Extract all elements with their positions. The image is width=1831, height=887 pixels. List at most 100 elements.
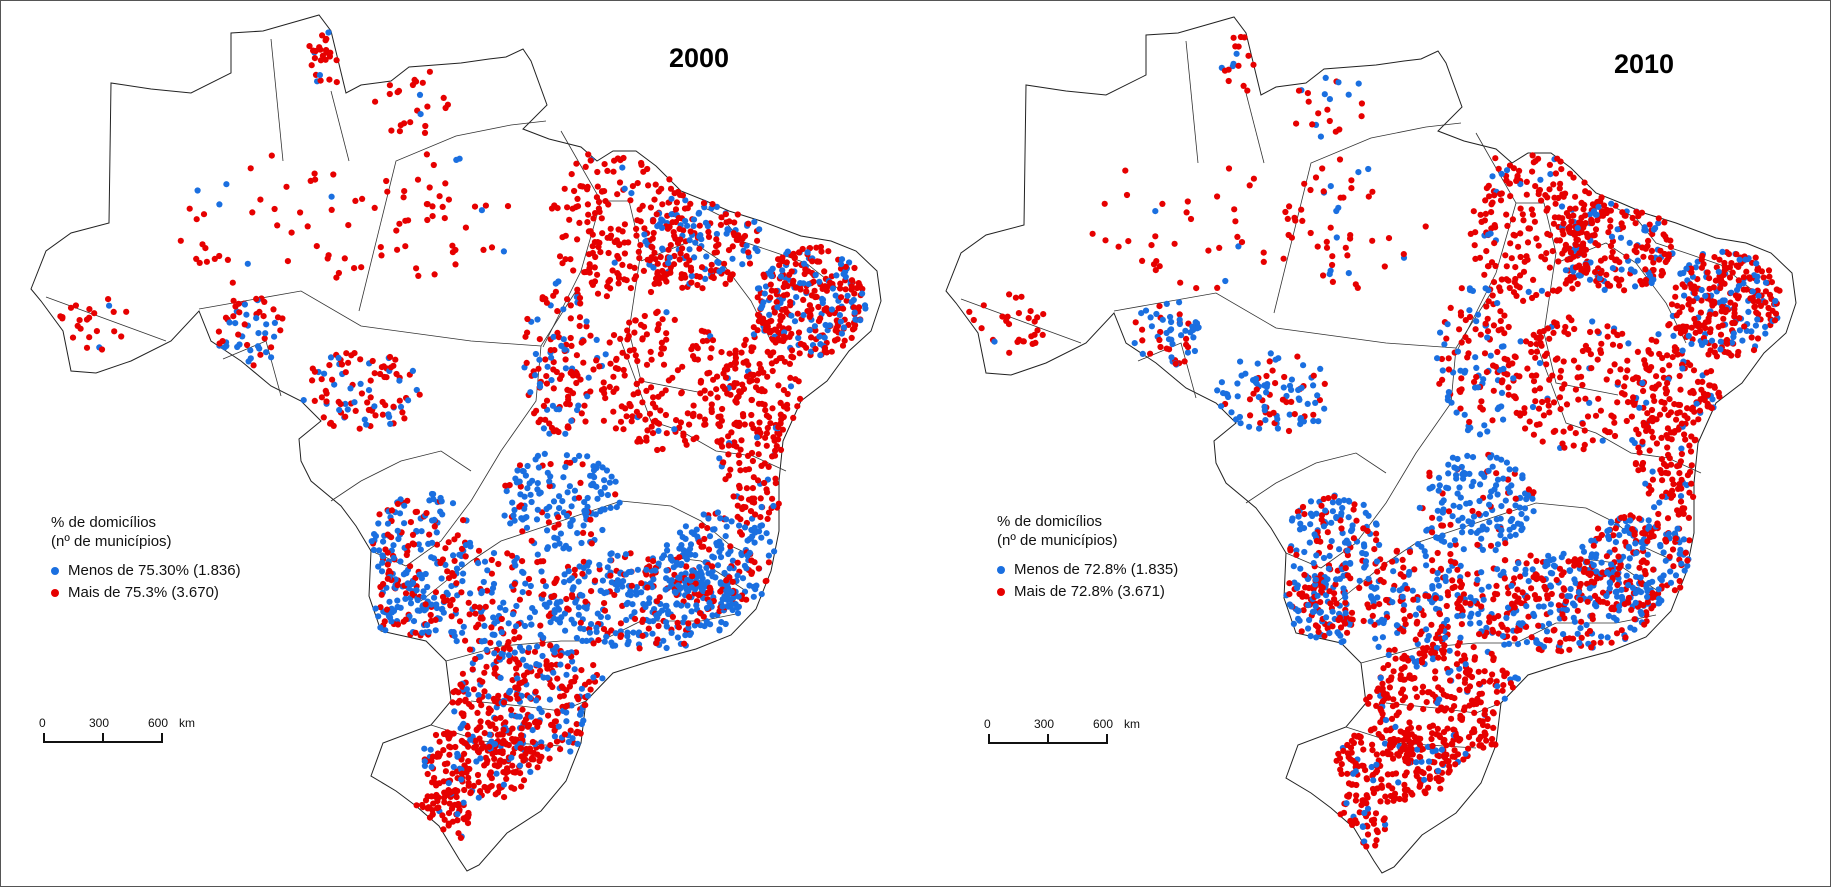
municipality-dot: [768, 360, 776, 367]
municipality-dot: [763, 412, 771, 419]
municipality-dot: [567, 256, 574, 263]
municipality-dot: [792, 376, 799, 383]
municipality-dot: [518, 732, 525, 739]
municipality-dot: [1605, 612, 1612, 620]
municipality-dot: [754, 327, 761, 334]
municipality-dot: [1572, 241, 1580, 249]
municipality-dot: [351, 265, 358, 272]
municipality-dot: [575, 578, 582, 585]
municipality-dot: [1452, 761, 1459, 768]
municipality-dot: [471, 603, 478, 610]
municipality-dot: [421, 762, 428, 770]
municipality-dot: [544, 544, 552, 551]
municipality-dot: [1594, 217, 1601, 224]
municipality-dot: [215, 328, 222, 335]
municipality-dot: [654, 446, 661, 454]
municipality-dot: [371, 403, 378, 410]
municipality-dot: [657, 351, 665, 358]
municipality-dot: [641, 323, 648, 330]
municipality-dot: [567, 369, 574, 377]
municipality-dot: [751, 218, 758, 225]
municipality-dot: [761, 290, 768, 297]
municipality-dot: [673, 199, 681, 206]
municipality-dot: [542, 356, 549, 363]
municipality-dot: [701, 535, 708, 543]
municipality-dot: [726, 350, 733, 357]
municipality-dot: [546, 478, 553, 485]
municipality-dot: [723, 516, 730, 523]
municipality-dot: [519, 706, 526, 713]
municipality-dot: [1329, 261, 1336, 269]
municipality-dot: [1589, 616, 1596, 623]
municipality-dot: [607, 360, 614, 367]
municipality-dot: [597, 489, 604, 496]
state-border: [370, 345, 542, 567]
municipality-dot: [701, 421, 708, 428]
municipality-dot: [1562, 598, 1570, 605]
municipality-dot: [1247, 412, 1254, 419]
municipality-dot: [1673, 416, 1680, 423]
municipality-dot: [562, 463, 569, 471]
municipality-dot: [1480, 678, 1487, 685]
municipality-dot: [1332, 581, 1339, 588]
municipality-dot: [726, 565, 733, 572]
municipality-dot: [401, 415, 408, 422]
municipality-dot: [593, 194, 601, 201]
municipality-dot: [733, 236, 740, 243]
municipality-dot: [1373, 530, 1380, 537]
scale-bar: 0 300 600 km: [39, 716, 211, 746]
municipality-dot: [518, 783, 525, 790]
municipality-dot: [448, 613, 455, 620]
municipality-dot: [511, 628, 518, 635]
municipality-dot: [1376, 541, 1383, 549]
municipality-dot: [780, 292, 788, 299]
municipality-dot: [1426, 723, 1433, 731]
state-border: [1113, 292, 1492, 349]
municipality-dot: [589, 231, 596, 238]
municipality-dot: [792, 260, 799, 268]
municipality-dot: [702, 275, 709, 282]
municipality-dot: [384, 575, 391, 582]
municipality-dot: [475, 547, 483, 554]
municipality-dot: [322, 37, 329, 44]
municipality-dot: [1458, 657, 1465, 664]
municipality-dot: [455, 689, 462, 696]
municipality-dot: [630, 346, 637, 353]
municipality-dot: [221, 344, 228, 351]
municipality-dot: [576, 294, 584, 302]
municipality-dot: [717, 221, 725, 228]
municipality-dot: [429, 539, 436, 546]
municipality-dot: [424, 201, 431, 208]
municipality-dot: [633, 584, 641, 591]
municipality-dot: [779, 258, 786, 265]
municipality-dot: [1325, 565, 1332, 572]
municipality-dot: [750, 331, 758, 338]
municipality-dot: [507, 520, 514, 527]
municipality-dot: [1526, 418, 1533, 425]
municipality-dot: [779, 426, 787, 433]
municipality-dot: [624, 641, 631, 648]
municipality-dot: [575, 494, 583, 501]
municipality-dot: [1457, 405, 1464, 412]
municipality-dot: [1246, 423, 1253, 430]
municipality-dot: [564, 423, 572, 430]
municipality-dot: [1453, 472, 1460, 479]
municipality-dot: [1423, 527, 1430, 534]
municipality-dot: [486, 705, 493, 712]
municipality-dot: [648, 243, 655, 250]
municipality-dot: [1508, 255, 1515, 262]
municipality-dot: [791, 255, 798, 262]
municipality-dot: [1517, 205, 1524, 212]
municipality-dot: [531, 410, 538, 417]
municipality-dot: [1339, 504, 1346, 512]
municipality-dot: [200, 211, 208, 218]
municipality-dot: [481, 622, 488, 630]
municipality-dot: [1684, 562, 1691, 569]
municipality-dot: [577, 730, 584, 737]
municipality-dot: [668, 211, 675, 218]
municipality-dot: [581, 499, 588, 506]
municipality-dot: [795, 334, 802, 342]
municipality-dot: [610, 373, 617, 380]
municipality-dot: [1286, 411, 1293, 418]
